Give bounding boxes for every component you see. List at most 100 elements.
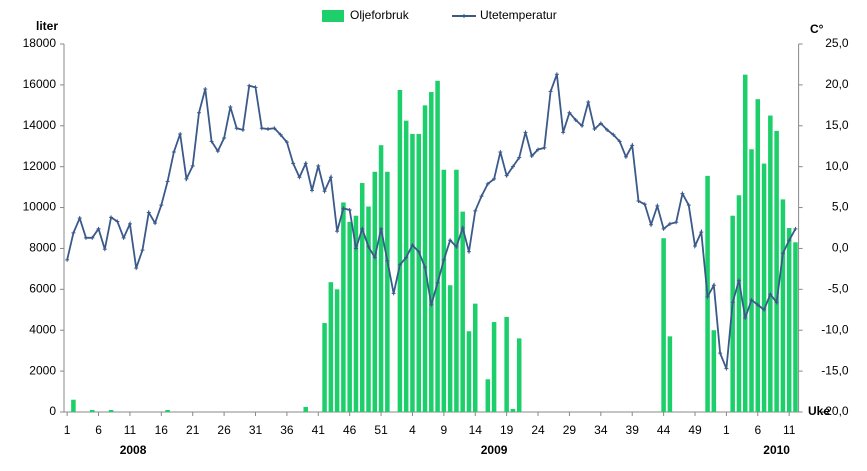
line-marker [510, 164, 515, 169]
x-tick-label: 26 [217, 423, 231, 437]
y2-tick-label: 20,0 [825, 77, 849, 91]
x-tick-label: 6 [754, 423, 761, 437]
line-marker [736, 278, 741, 283]
bar [768, 115, 773, 413]
line-marker [699, 230, 704, 235]
line-marker [146, 210, 151, 215]
x-tick-label: 29 [563, 423, 577, 437]
line-marker [291, 161, 296, 166]
line-marker [554, 72, 559, 77]
line-marker [366, 244, 371, 249]
line-marker [410, 243, 415, 248]
line-marker [297, 175, 302, 180]
line-marker [165, 179, 170, 184]
bar [71, 399, 76, 412]
x-tick-label: 49 [688, 423, 702, 437]
y2-tick-label: -10,0 [821, 322, 849, 336]
line-marker [416, 249, 421, 254]
x-tick-label: 16 [155, 423, 169, 437]
line-marker [768, 292, 773, 297]
bar [793, 242, 798, 412]
x-tick-label: 36 [280, 423, 294, 437]
line-marker [397, 262, 402, 267]
x-tick-label: 34 [594, 423, 608, 437]
line-marker [466, 249, 471, 254]
line-marker [266, 127, 271, 132]
bar [410, 133, 415, 412]
line-marker [793, 226, 798, 231]
line-marker [77, 216, 82, 221]
line-marker [171, 149, 176, 154]
line-marker [272, 126, 277, 131]
bar [730, 215, 735, 412]
y2-tick-label: -20,0 [821, 404, 849, 418]
bar [510, 408, 516, 412]
x-tick-label: 19 [500, 423, 514, 437]
bar [353, 215, 359, 412]
line-marker [448, 238, 453, 243]
x-tick-label: 1 [723, 423, 730, 437]
line-marker [328, 175, 333, 180]
line-marker [196, 110, 201, 115]
bar [89, 409, 95, 412]
line-marker [485, 181, 490, 186]
line-marker [674, 220, 679, 225]
line-marker [479, 194, 484, 199]
line-marker [460, 226, 465, 230]
line-marker [774, 300, 779, 305]
line-marker [680, 191, 685, 196]
bar [786, 228, 792, 412]
line-marker [755, 302, 760, 307]
bar [347, 221, 352, 412]
line-marker [749, 297, 754, 302]
line-marker [529, 154, 534, 159]
y2-tick-label: 0,0 [832, 241, 849, 255]
line-marker [617, 139, 622, 144]
bar [359, 183, 365, 412]
bar [429, 92, 434, 413]
x-tick-label: 11 [124, 423, 137, 437]
line-marker [592, 127, 597, 132]
line-marker [686, 203, 691, 208]
bar [328, 282, 334, 412]
line-marker [203, 86, 208, 91]
y-tick-label: 18000 [23, 36, 57, 50]
line-marker [504, 173, 509, 178]
line-marker [718, 351, 723, 356]
line-marker [391, 291, 396, 296]
line-marker [429, 302, 434, 307]
line-marker [636, 199, 641, 204]
line-marker [341, 206, 346, 211]
x-tick-label: 1 [64, 423, 71, 437]
line-marker [209, 139, 214, 144]
line-marker [71, 230, 76, 235]
line-marker [184, 176, 189, 181]
x-tick-label: 11 [783, 423, 796, 437]
y2-axis-label: C° [810, 22, 824, 36]
legend-label: Oljeforbruk [350, 8, 410, 22]
line-marker [762, 307, 767, 312]
y2-tick-label: 5,0 [832, 200, 849, 214]
line-marker [335, 229, 340, 234]
line-marker [109, 215, 114, 220]
y-tick-label: 12000 [23, 159, 57, 173]
line-marker [492, 176, 497, 181]
line-marker [435, 280, 440, 285]
y2-tick-label: 25,0 [825, 36, 849, 50]
bar [749, 149, 754, 413]
bar [422, 105, 428, 412]
x-axis-label: Uke [808, 404, 830, 418]
bar [403, 120, 409, 413]
bar [397, 90, 403, 412]
x-tick-label: 6 [95, 423, 102, 437]
x-tick-label: 31 [249, 423, 263, 437]
line-marker [222, 136, 227, 141]
line-marker [96, 226, 101, 231]
bar [165, 409, 170, 412]
line-marker [115, 219, 120, 224]
line-marker [780, 251, 785, 256]
line-marker [259, 126, 264, 131]
line-marker [190, 163, 195, 168]
line-marker [743, 315, 748, 320]
